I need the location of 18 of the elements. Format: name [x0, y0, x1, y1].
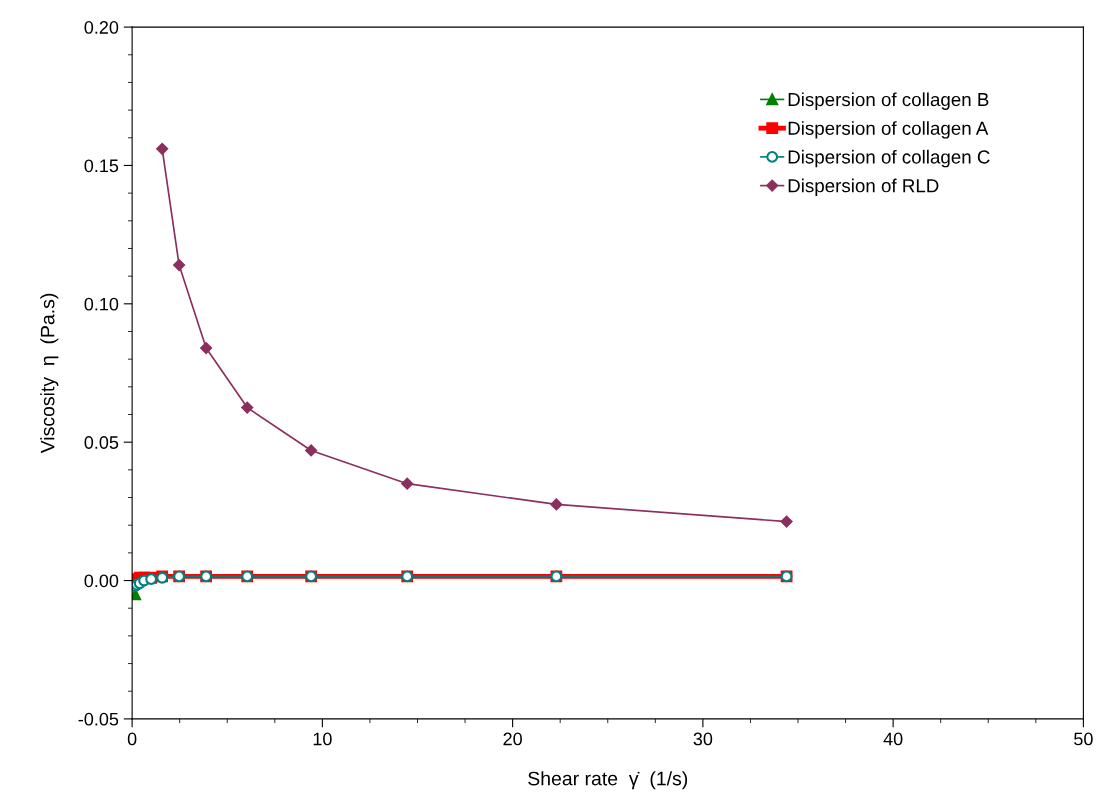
- x-tick-label: 20: [503, 732, 522, 746]
- y-tick-label: -0.05: [78, 712, 119, 726]
- x-tick-label: 10: [313, 732, 332, 746]
- y-tick-label: 0.00: [84, 574, 119, 588]
- x-tick-label: 30: [693, 732, 713, 746]
- legend-label: Dispersion of collagen A: [788, 121, 989, 139]
- y-tick-label: 0.05: [84, 436, 119, 449]
- y-tick-label: 0.15: [84, 159, 119, 173]
- legend-label: Dispersion of RLD: [788, 178, 939, 197]
- y-axis-title: Viscosity η (Pa.s): [40, 293, 59, 454]
- legend-label: Dispersion of collagen B: [788, 92, 989, 110]
- x-axis-title: Shear rate γ̇ (1/s): [528, 771, 688, 790]
- x-tick-label: 40: [883, 732, 903, 746]
- x-tick-label: 0: [127, 732, 137, 746]
- x-tick-label: 50: [1074, 732, 1093, 746]
- legend-label: Dispersion of collagen C: [788, 149, 990, 168]
- y-tick-label: 0.20: [84, 21, 119, 34]
- y-tick-label: 0.10: [84, 297, 119, 311]
